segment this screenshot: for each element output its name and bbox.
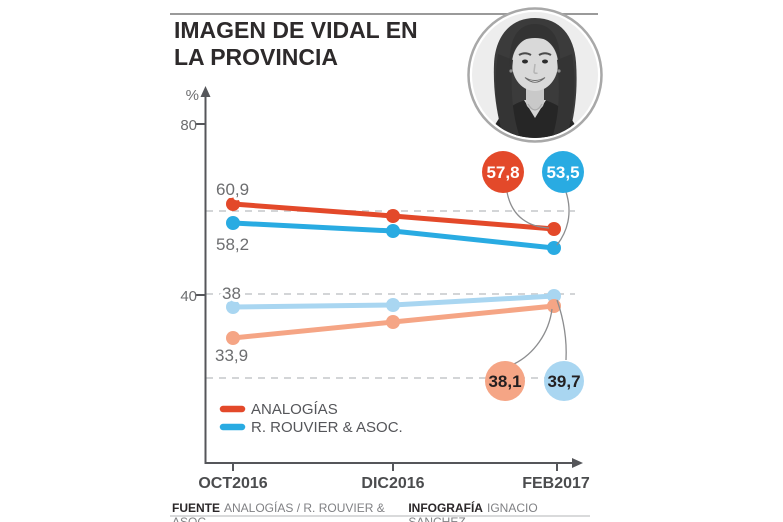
x-axis-arrow-icon — [572, 458, 583, 468]
footer: FUENTE ANALOGÍAS / R. ROUVIER & ASOC. INF… — [172, 501, 586, 522]
footer-source: FUENTE ANALOGÍAS / R. ROUVIER & ASOC. — [172, 501, 408, 522]
legend-label-analogias: ANALOGÍAS — [251, 401, 338, 418]
top-divider — [170, 13, 598, 15]
data-point-analogias-dic — [386, 209, 400, 223]
connector-rouvier — [556, 191, 570, 246]
value-label-analogias-light-oct: 33,9 — [215, 346, 248, 365]
footer-credit: INFOGRAFÍA IGNACIO SÁNCHEZ — [408, 501, 586, 522]
badge-value-analogias-feb: 57,8 — [486, 163, 519, 182]
badge-value-rouvier-feb: 53,5 — [546, 163, 579, 182]
data-point-analogias-light-oct — [226, 331, 240, 345]
value-label-analogias-oct: 60,9 — [216, 180, 249, 199]
data-point-rouvier-light-oct — [226, 300, 240, 314]
connector-rouvier-light — [556, 299, 567, 361]
data-point-analogias-oct — [226, 197, 240, 211]
badge-value-analogias-light-feb: 38,1 — [488, 372, 521, 391]
title-line-2: LA PROVINCIA — [174, 44, 338, 70]
footer-divider — [170, 515, 590, 517]
vidal-portrait-photo — [467, 7, 603, 143]
data-point-analogias-feb — [547, 222, 561, 236]
badge-analogias-light-feb — [485, 361, 525, 401]
source-label: FUENTE — [172, 501, 220, 515]
badge-rouvier-light-feb — [544, 361, 584, 401]
x-label-oct2016: OCT2016 — [198, 475, 267, 492]
connector-analogias — [506, 191, 550, 229]
connector-analogias-light — [513, 308, 553, 365]
y-axis-unit-label: % — [186, 87, 199, 104]
data-point-rouvier-oct — [226, 216, 240, 230]
badge-rouvier-feb — [542, 151, 584, 193]
badge-value-rouvier-light-feb: 39,7 — [547, 372, 580, 391]
credit-text: IGNACIO SÁNCHEZ — [408, 501, 538, 522]
x-label-dic2016: DIC2016 — [361, 475, 424, 492]
legend-label-rouvier: R. ROUVIER & ASOC. — [251, 419, 403, 436]
credit-label: INFOGRAFÍA — [408, 501, 483, 515]
data-point-rouvier-light-feb — [547, 289, 561, 303]
source-text: ANALOGÍAS / R. ROUVIER & ASOC. — [172, 501, 385, 522]
y-axis-arrow-icon — [200, 86, 211, 97]
data-point-rouvier-light-dic — [386, 298, 400, 312]
data-point-analogias-light-dic — [386, 315, 400, 329]
y-tick-label-40: 40 — [180, 288, 197, 305]
data-point-rouvier-dic — [386, 224, 400, 238]
y-tick-label-80: 80 — [180, 117, 197, 134]
page-title: IMAGEN DE VIDAL EN LA PROVINCIA — [174, 17, 418, 71]
value-label-rouvier-light-oct: 38 — [222, 284, 241, 303]
title-line-1: IMAGEN DE VIDAL EN — [174, 17, 418, 43]
badge-analogias-feb — [482, 151, 524, 193]
x-label-feb2017: FEB2017 — [522, 475, 590, 492]
value-label-rouvier-oct: 58,2 — [216, 235, 249, 254]
